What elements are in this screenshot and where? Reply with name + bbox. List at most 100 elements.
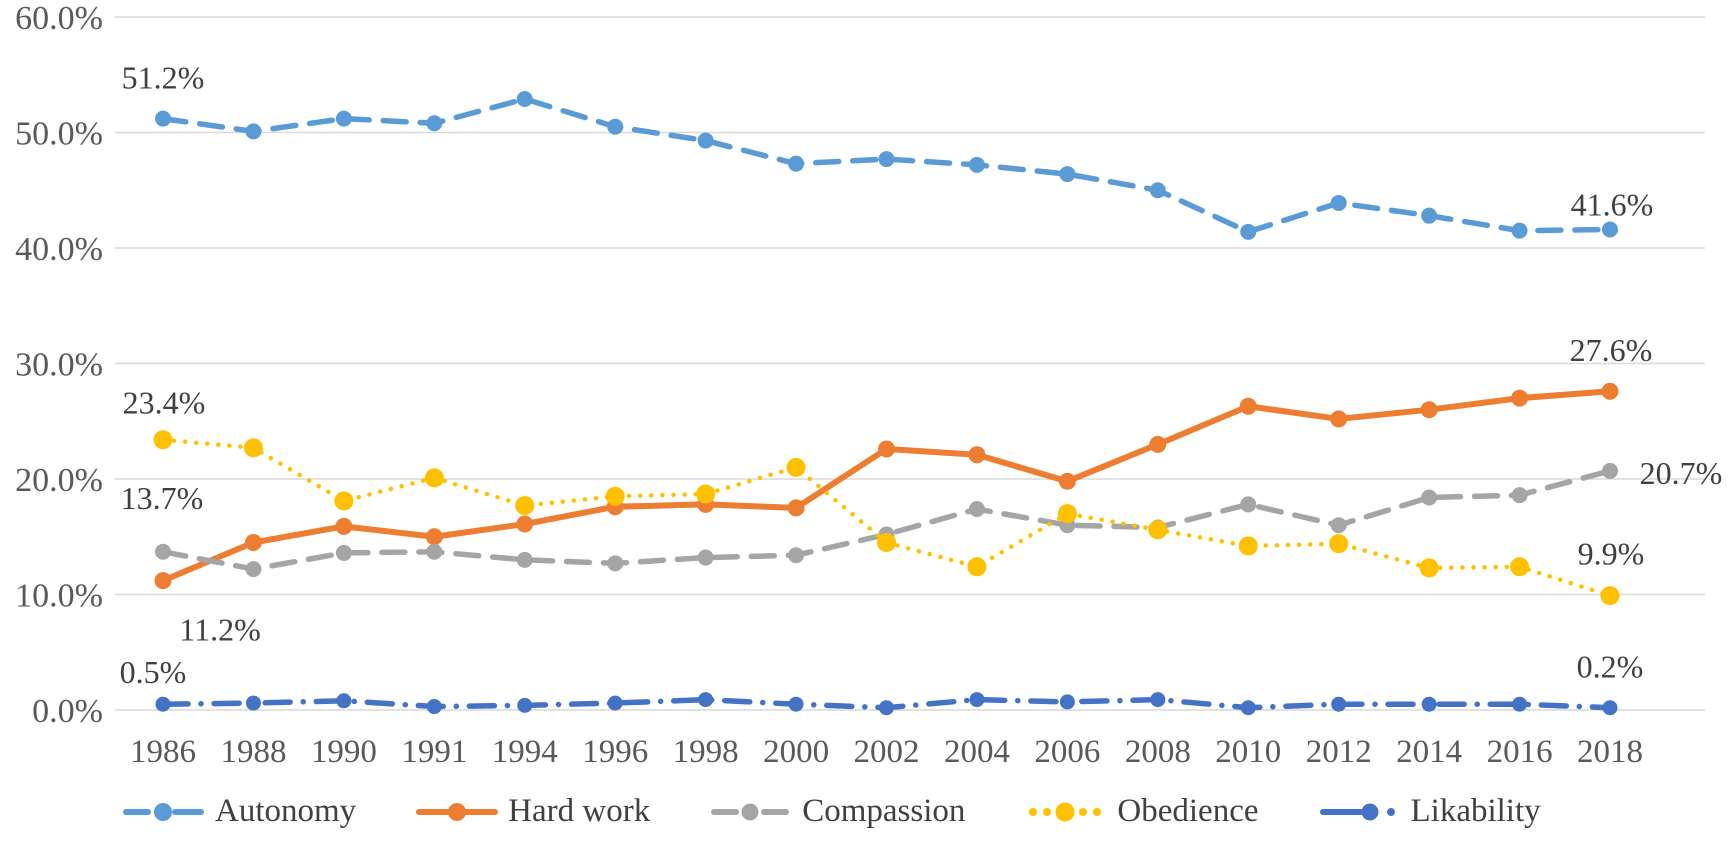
data-point-obedience-1986 xyxy=(153,430,173,450)
data-point-compassion-2004 xyxy=(968,501,985,518)
y-axis-tick-label: 20.0% xyxy=(15,462,103,499)
x-axis-tick-label: 2018 xyxy=(1577,734,1643,770)
data-point-obedience-1991 xyxy=(424,468,444,488)
data-point-compassion-2018 xyxy=(1602,462,1618,479)
chart-legend: Autonomy Hard work Compassion xyxy=(123,795,1541,828)
data-point-hard-work-2008 xyxy=(1149,435,1167,453)
data-point-likability-1986 xyxy=(155,696,171,712)
x-axis-tick-label: 2000 xyxy=(763,734,829,770)
data-point-obedience-2006 xyxy=(1057,504,1077,524)
x-axis-tick-label: 2010 xyxy=(1215,734,1281,770)
series-line-autonomy xyxy=(160,96,1613,235)
x-axis-tick-label: 1988 xyxy=(220,734,286,770)
y-axis-tick-label: 40.0% xyxy=(15,231,103,268)
data-point-autonomy-2016 xyxy=(1511,222,1528,239)
data-label-compassion: 20.7% xyxy=(1640,455,1723,491)
data-point-hard-work-2004 xyxy=(968,446,986,464)
data-point-compassion-1991 xyxy=(426,543,443,560)
data-point-likability-1988 xyxy=(245,695,261,711)
data-label-compassion: 13.7% xyxy=(121,480,204,516)
data-point-likability-2006 xyxy=(1059,694,1075,710)
x-axis-tick-label: 1998 xyxy=(673,734,739,770)
data-point-compassion-2012 xyxy=(1330,517,1347,534)
data-point-autonomy-1988 xyxy=(245,123,262,140)
data-point-obedience-2016 xyxy=(1510,557,1530,577)
data-point-likability-1991 xyxy=(426,699,442,715)
y-axis-tick-label: 30.0% xyxy=(15,347,103,384)
data-point-likability-1994 xyxy=(517,697,533,713)
y-axis-tick-label: 0.0% xyxy=(32,693,103,730)
data-point-obedience-1990 xyxy=(334,491,354,511)
data-point-hard-work-2000 xyxy=(787,499,805,517)
y-axis-tick-label: 10.0% xyxy=(15,578,103,615)
x-axis-tick-label: 2002 xyxy=(854,734,920,770)
data-point-autonomy-1991 xyxy=(426,115,443,132)
data-point-likability-2016 xyxy=(1512,696,1528,712)
series-line-compassion xyxy=(160,468,1613,572)
data-label-obedience: 9.9% xyxy=(1578,536,1645,572)
hard-work-line-swatch-icon xyxy=(416,802,499,821)
data-point-obedience-2014 xyxy=(1419,558,1439,578)
x-axis-tick-label: 1990 xyxy=(311,734,377,770)
data-point-hard-work-2014 xyxy=(1420,401,1438,419)
data-point-hard-work-2006 xyxy=(1058,472,1076,490)
data-label-hard-work: 27.6% xyxy=(1570,332,1653,368)
legend-label-likability: Likability xyxy=(1410,793,1541,829)
data-point-hard-work-2018 xyxy=(1601,382,1619,400)
data-point-autonomy-2006 xyxy=(1059,166,1076,183)
legend-item-compassion: Compassion xyxy=(710,795,965,828)
data-label-likability: 0.5% xyxy=(120,654,187,690)
data-point-compassion-2016 xyxy=(1511,487,1528,504)
data-point-likability-1990 xyxy=(336,693,352,709)
data-point-likability-2008 xyxy=(1150,692,1166,708)
x-axis-tick-label: 1991 xyxy=(401,734,467,770)
x-axis-tick-label: 2006 xyxy=(1034,734,1100,770)
data-point-obedience-1994 xyxy=(515,496,535,516)
x-axis-tick-label: 2008 xyxy=(1125,734,1191,770)
series-line-obedience xyxy=(160,437,1613,598)
data-point-autonomy-2004 xyxy=(968,156,985,173)
data-point-obedience-1996 xyxy=(605,486,625,506)
data-point-obedience-2004 xyxy=(967,557,987,577)
data-label-autonomy: 51.2% xyxy=(122,60,205,96)
data-point-hard-work-2016 xyxy=(1511,389,1529,407)
data-point-hard-work-2010 xyxy=(1239,397,1257,415)
data-point-compassion-2000 xyxy=(788,547,805,564)
autonomy-line-swatch-icon xyxy=(123,802,204,821)
x-axis-tick-label: 2016 xyxy=(1487,734,1553,770)
data-point-compassion-1986 xyxy=(155,543,171,560)
x-axis-tick-label: 1996 xyxy=(582,734,648,770)
data-point-compassion-1996 xyxy=(607,555,624,572)
legend-item-autonomy: Autonomy xyxy=(123,795,356,828)
data-point-likability-2000 xyxy=(788,696,804,712)
data-point-compassion-1990 xyxy=(335,544,352,561)
chart-plot-area: 0.0% 10.0% 20.0% 30.0% 40.0% 50.0% 60.0% 1986 19… xyxy=(15,0,1723,770)
data-point-likability-2002 xyxy=(879,700,894,716)
data-point-autonomy-1994 xyxy=(516,91,533,108)
data-point-obedience-1988 xyxy=(243,438,263,458)
legend-label-compassion: Compassion xyxy=(802,793,966,829)
legend-label-obedience: Obedience xyxy=(1117,793,1259,829)
y-axis-tick-label: 50.0% xyxy=(15,116,103,153)
data-point-compassion-1988 xyxy=(245,561,262,578)
data-label-hard-work: 11.2% xyxy=(179,612,260,648)
data-point-autonomy-2018 xyxy=(1602,221,1618,238)
data-point-likability-2010 xyxy=(1240,700,1256,716)
legend-item-obedience: Obedience xyxy=(1025,793,1259,829)
data-point-hard-work-2012 xyxy=(1330,410,1348,428)
data-point-autonomy-1986 xyxy=(155,110,171,127)
data-point-autonomy-2000 xyxy=(788,155,805,172)
data-point-compassion-2010 xyxy=(1240,496,1257,513)
data-point-autonomy-2008 xyxy=(1149,182,1166,199)
data-point-autonomy-2010 xyxy=(1240,223,1257,240)
data-point-likability-2012 xyxy=(1331,696,1347,712)
data-point-hard-work-1990 xyxy=(335,517,353,535)
data-point-likability-2018 xyxy=(1602,700,1618,716)
compassion-line-swatch-icon xyxy=(711,803,790,820)
y-axis-tick-label: 60.0% xyxy=(15,0,103,37)
data-point-hard-work-1991 xyxy=(425,528,443,546)
data-point-likability-1996 xyxy=(607,695,623,711)
data-point-autonomy-2002 xyxy=(878,151,895,168)
x-axis-tick-label: 2014 xyxy=(1396,734,1462,770)
